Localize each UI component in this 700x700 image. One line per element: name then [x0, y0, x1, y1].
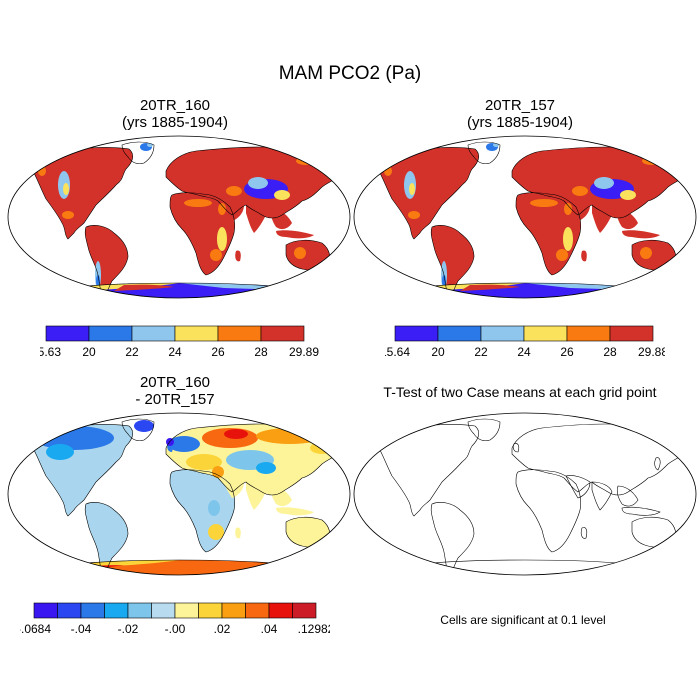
- colorbar-swatch: [523, 325, 568, 342]
- colorbar-label: 29.89: [289, 345, 319, 359]
- colorbar-label: 20: [431, 345, 445, 359]
- colorbar-swatch: [217, 325, 262, 342]
- colorbar-label: 15.64: [385, 345, 410, 359]
- colorbar-label: 24: [168, 345, 182, 359]
- significance-note: Cells are significant at 0.1 level: [440, 613, 606, 627]
- map-panel-4-fill: [359, 418, 691, 575]
- colorbar-swatch: [174, 602, 199, 619]
- colorbar-swatch: [131, 325, 176, 342]
- panel-1-title: 20TR_160 (yrs 1885-1904): [5, 97, 345, 131]
- colorbar-swatch: [104, 602, 129, 619]
- colorbar-swatch: [127, 602, 152, 619]
- colorbar-swatch: [268, 602, 293, 619]
- panel-2-title: 20TR_157 (yrs 1885-1904): [350, 97, 690, 131]
- colorbar-label: .12982: [298, 622, 330, 636]
- colorbar-swatch: [33, 602, 58, 619]
- panel-3-title-line1: 20TR_160: [139, 374, 211, 391]
- colorbar-swatch: [88, 325, 133, 342]
- figure-title: MAM PCO2 (Pa): [278, 63, 422, 84]
- colorbar-label: 15.63: [40, 345, 61, 359]
- colorbar-swatch: [45, 325, 90, 342]
- colorbar-swatch: [609, 325, 654, 342]
- colorbar-swatch: [245, 602, 270, 619]
- panel-3-title: 20TR_160 - 20TR_157: [5, 374, 345, 408]
- colorbar-swatch: [221, 602, 246, 619]
- panel-2-title-line1: 20TR_157: [484, 97, 556, 114]
- colorbar-panel-1: 15.63 20 22 24 26 28 29.89: [40, 325, 319, 359]
- colorbar-swatch: [174, 325, 219, 342]
- colorbar-label: 20: [82, 345, 96, 359]
- colorbar-label: -.00: [165, 622, 186, 636]
- panel-1-title-line1: 20TR_160: [139, 97, 211, 114]
- colorbar-label: .02: [214, 622, 231, 636]
- panel-1-title-line2: (yrs 1885-1904): [122, 114, 228, 131]
- colorbar-swatch: [566, 325, 611, 342]
- colorbar-label: 29.88: [638, 345, 665, 359]
- colorbar-panel-3: -.0684 -.04 -.02 -.00 .02 .04 .12982: [20, 602, 330, 636]
- map-panel-4: [353, 412, 697, 576]
- map-panel-3: [7, 412, 351, 576]
- colorbar-label: -.0684: [20, 622, 51, 636]
- map-panel-1-fill: [13, 141, 345, 298]
- colorbar-label: 28: [254, 345, 268, 359]
- colorbar-label: -.02: [118, 622, 139, 636]
- colorbar-swatch: [292, 602, 317, 619]
- colorbar-swatch: [394, 325, 439, 342]
- colorbar-swatch: [198, 602, 223, 619]
- panel-4-title-line1: T-Test of two Case means at each grid po…: [383, 384, 657, 400]
- colorbar-panel-2: 15.64 20 22 24 26 28 29.88: [385, 325, 665, 359]
- colorbar-label: 22: [474, 345, 488, 359]
- panel-3-title-line2: - 20TR_157: [135, 391, 215, 408]
- colorbar-label: .04: [261, 622, 278, 636]
- map-panel-3-fill: [13, 418, 345, 575]
- panel-4-title: T-Test of two Case means at each grid po…: [350, 384, 690, 401]
- colorbar-label: 24: [517, 345, 531, 359]
- colorbar-swatch: [480, 325, 525, 342]
- colorbar-swatch: [151, 602, 176, 619]
- colorbar-swatch: [437, 325, 482, 342]
- colorbar-swatch: [57, 602, 82, 619]
- map-panel-1: [7, 135, 351, 299]
- colorbar-label: 28: [603, 345, 617, 359]
- map-panel-2-fill: [359, 141, 691, 298]
- colorbar-label: 26: [211, 345, 225, 359]
- colorbar-label: -.04: [71, 622, 92, 636]
- colorbar-swatch: [260, 325, 305, 342]
- colorbar-swatch: [80, 602, 105, 619]
- map-panel-2: [353, 135, 697, 299]
- colorbar-label: 22: [125, 345, 139, 359]
- panel-2-title-line2: (yrs 1885-1904): [467, 114, 573, 131]
- colorbar-label: 26: [560, 345, 574, 359]
